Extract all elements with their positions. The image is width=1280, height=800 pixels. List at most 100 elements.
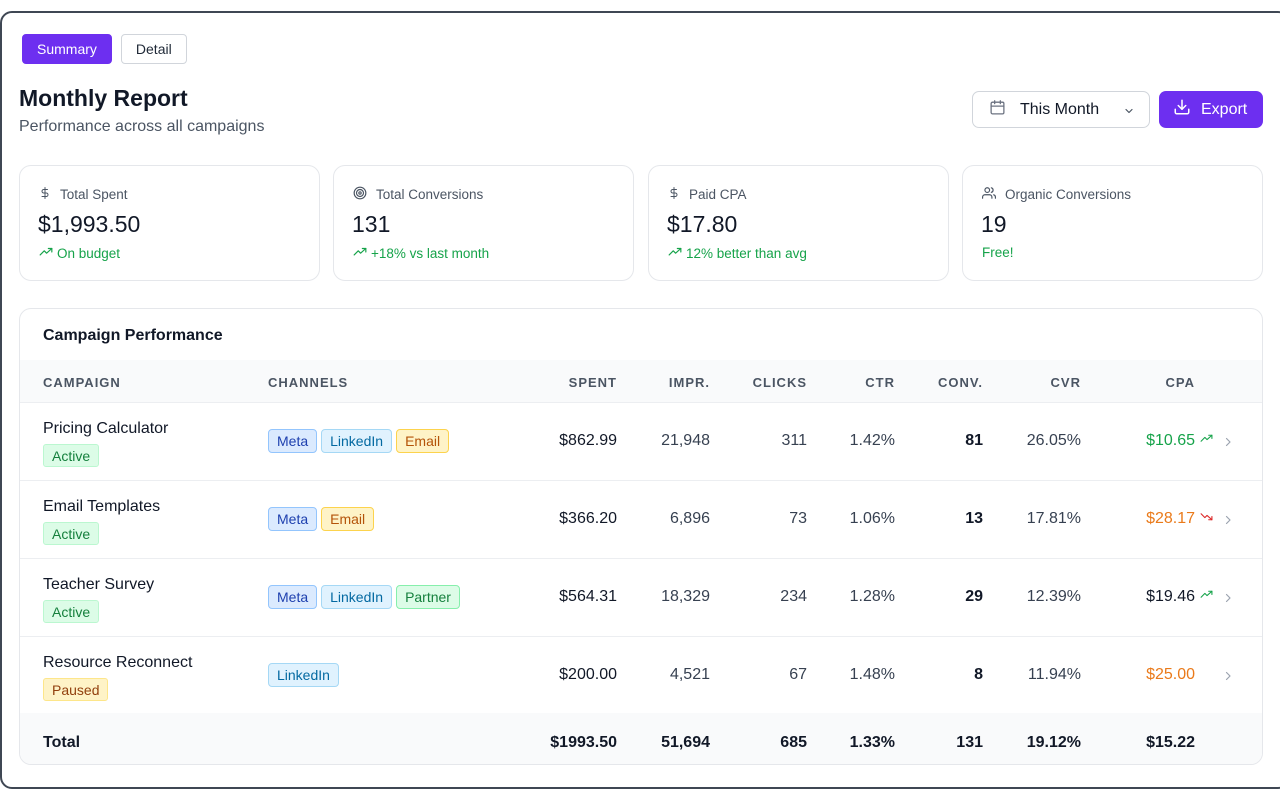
dollar-icon [668,186,689,203]
stat-card-total-conversions: Total Conversions 131 +18% vs last month [333,165,634,281]
status-badge: Paused [43,678,109,701]
channel-chip: Meta [268,429,318,453]
chevron-right-icon[interactable] [1222,513,1234,531]
stat-card-organic-conversions: Organic Conversions 19 Free! [962,165,1263,281]
col-campaign[interactable]: CAMPAIGN [43,375,121,390]
cvr-cell: 11.94% [1027,666,1081,683]
spent-cell: $862.99 [559,432,617,449]
clicks-cell: 234 [780,588,807,605]
stat-note: On budget [57,246,121,261]
col-ctr[interactable]: CTR [865,375,895,390]
clicks-cell: 73 [789,510,807,527]
impr-cell: 4,521 [669,666,710,683]
dollar-icon [39,186,60,203]
total-impr: 51,694 [661,734,710,751]
cpa-cell: $19.46 [1146,588,1213,606]
total-clicks: 685 [780,734,807,751]
campaign-performance-panel: Campaign Performance CAMPAIGN CHANNELS S… [19,308,1263,765]
total-label: Total [43,734,81,751]
channel-chip: Partner [396,585,460,609]
conv-cell: 8 [974,666,983,683]
stat-note: +18% vs last month [371,246,490,261]
cpa-value: $19.46 [1146,588,1195,605]
trending-up-icon [39,245,57,262]
users-icon [982,186,1005,203]
spent-cell: $564.31 [559,588,617,605]
total-spent: $1993.50 [550,734,617,751]
cpa-value: $25.00 [1146,666,1195,683]
stat-note: Free! [982,245,1014,260]
total-cvr: 19.12% [1026,734,1081,751]
date-range-select[interactable]: This Month [972,91,1150,128]
channel-chip: Meta [268,585,318,609]
export-button[interactable]: Export [1159,91,1263,128]
ctr-cell: 1.42% [849,432,895,449]
campaign-name: Resource Reconnect [43,654,193,671]
table-row[interactable]: Teacher Survey Active Meta LinkedIn Part… [20,558,1262,636]
trending-up-icon [353,245,371,262]
impr-cell: 21,948 [661,432,710,449]
campaign-name: Teacher Survey [43,576,155,593]
ctr-cell: 1.48% [849,666,895,683]
stat-label: Total Spent [60,187,128,202]
campaign-name: Email Templates [43,498,161,515]
clicks-cell: 311 [781,432,807,449]
panel-title: Campaign Performance [43,327,223,344]
chevron-down-icon [1123,104,1135,122]
cpa-cell: $10.65 [1146,432,1213,450]
status-badge: Active [43,600,100,623]
col-channels[interactable]: CHANNELS [268,375,349,390]
impr-cell: 6,896 [669,510,710,527]
stat-label: Organic Conversions [1005,187,1132,202]
stat-value: 131 [352,211,391,237]
download-icon [1173,98,1191,121]
stat-label: Paid CPA [689,187,747,202]
trending-up-icon [1195,588,1213,606]
total-cpa: $15.22 [1146,734,1195,751]
col-conv[interactable]: CONV. [938,375,983,390]
channel-chip: LinkedIn [321,585,393,609]
cpa-cell: $25.00 [1146,666,1195,684]
channel-list: Meta LinkedIn Email [268,429,450,453]
impr-cell: 18,329 [661,588,710,605]
total-conv: 131 [956,734,983,751]
date-range-label: This Month [1020,100,1100,118]
table-total-row: Total $1993.50 51,694 685 1.33% 131 19.1… [20,713,1262,764]
channel-list: LinkedIn [268,663,339,687]
stat-note: 12% better than avg [686,246,807,261]
chevron-right-icon[interactable] [1222,669,1234,687]
conv-cell: 13 [965,510,983,527]
col-cvr[interactable]: CVR [1050,375,1081,390]
cpa-value: $10.65 [1146,432,1195,449]
export-label: Export [1201,100,1248,118]
trending-down-icon [1195,510,1213,528]
chevron-right-icon[interactable] [1222,435,1234,453]
table-row[interactable]: Pricing Calculator Active Meta LinkedIn … [20,402,1262,480]
view-tabs: Summary Detail [22,34,187,64]
stat-card-total-spent: Total Spent $1,993.50 On budget [19,165,320,281]
stat-value: $1,993.50 [38,211,141,237]
conv-cell: 29 [965,588,983,605]
tab-detail[interactable]: Detail [120,34,187,64]
ctr-cell: 1.28% [849,588,895,605]
clicks-cell: 67 [789,666,807,683]
channel-list: Meta LinkedIn Partner [268,585,460,609]
target-icon [353,186,376,203]
ctr-cell: 1.06% [849,510,895,527]
table-row[interactable]: Resource Reconnect Paused LinkedIn $200.… [20,636,1262,714]
tab-summary[interactable]: Summary [22,34,112,64]
status-badge: Active [43,444,100,467]
chevron-right-icon[interactable] [1222,591,1234,609]
table-row[interactable]: Email Templates Active Meta Email $366.2… [20,480,1262,558]
channel-chip: Email [321,507,375,531]
cvr-cell: 17.81% [1026,510,1081,527]
spent-cell: $366.20 [559,510,617,527]
col-spent[interactable]: SPENT [568,375,617,390]
col-cpa[interactable]: CPA [1165,375,1195,390]
stat-value: $17.80 [667,211,738,237]
cvr-cell: 26.05% [1026,432,1081,449]
col-impr[interactable]: IMPR. [668,375,710,390]
channel-chip: LinkedIn [321,429,393,453]
cvr-cell: 12.39% [1026,588,1081,605]
col-clicks[interactable]: CLICKS [752,375,807,390]
